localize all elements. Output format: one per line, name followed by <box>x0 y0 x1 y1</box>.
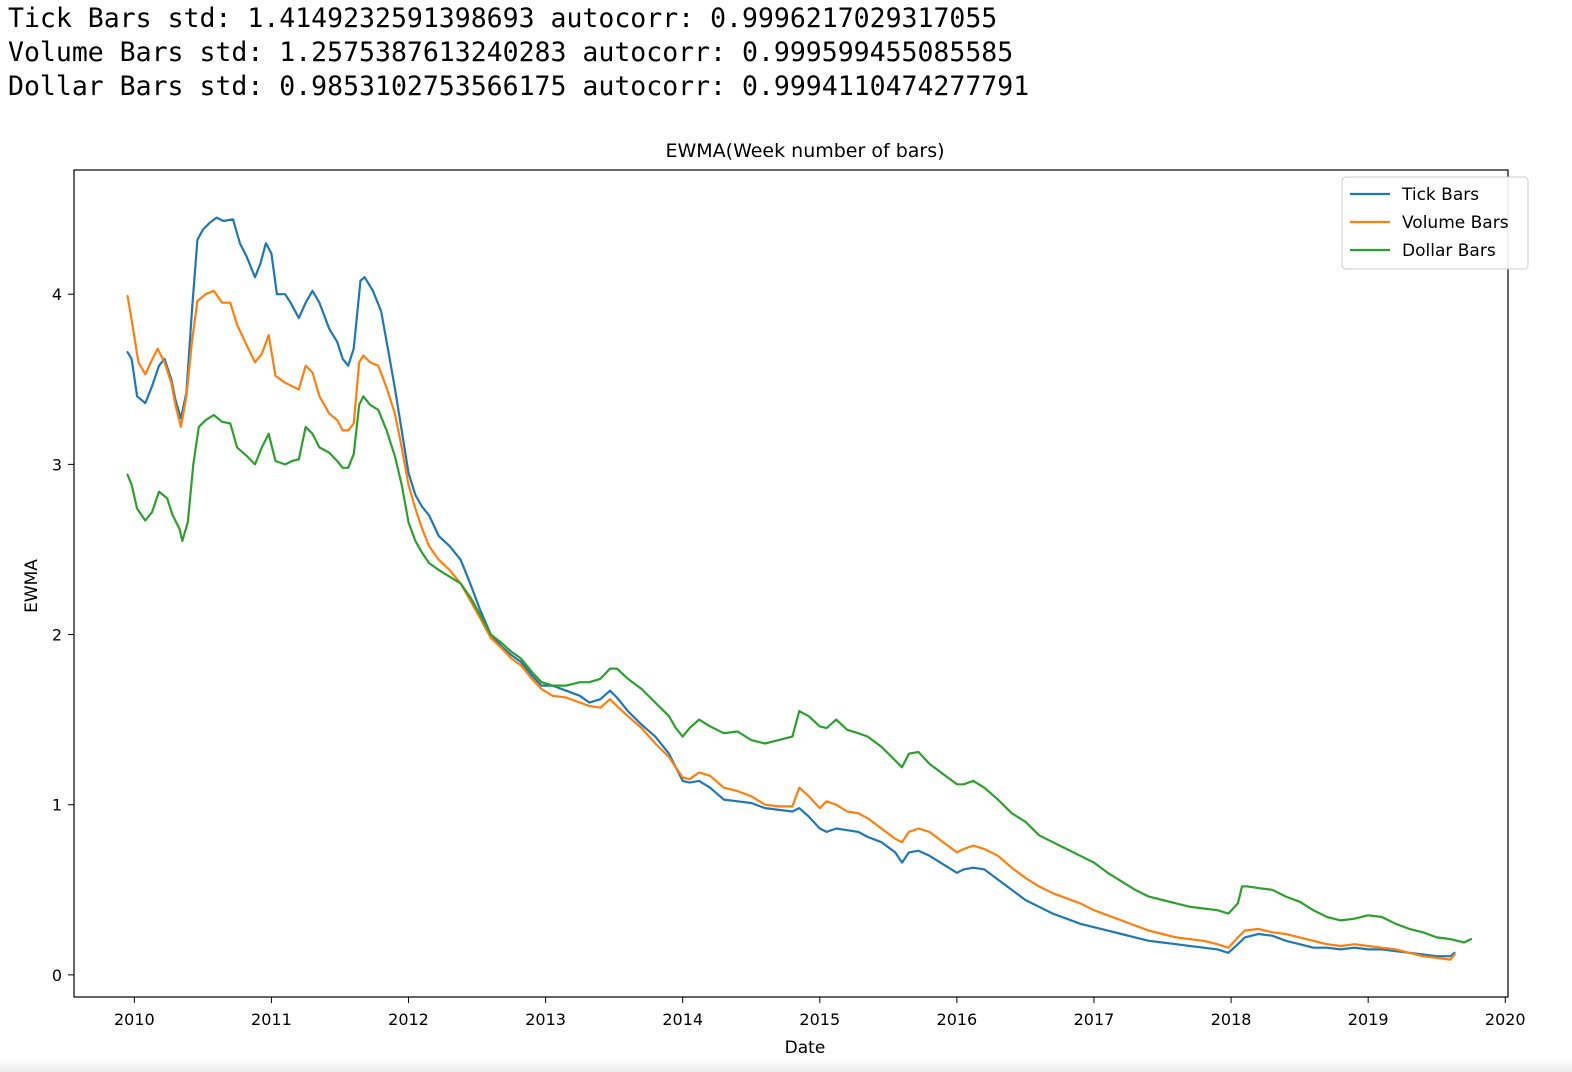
x-axis-label: Date <box>785 1038 826 1058</box>
autocorr-value: 0.9994110474277791 <box>741 71 1030 102</box>
stats-name: Tick Bars <box>8 3 152 34</box>
std-label: std: <box>167 3 232 34</box>
x-axis: 2010 2011 2012 2013 2014 2015 2016 2017 2018 2019… <box>114 997 1526 1029</box>
stats-line-dollar: Dollar Bars std: 0.9853102753566175 auto… <box>8 70 1029 104</box>
legend-label: Tick Bars <box>1401 185 1479 205</box>
autocorr-value: 0.999599455085585 <box>741 37 1014 68</box>
x-tick-label: 2015 <box>799 1010 840 1029</box>
std-value: 1.2575387613240283 <box>279 37 567 68</box>
autocorr-value: 0.9996217029317055 <box>710 3 998 34</box>
plot-frame <box>73 169 1509 998</box>
y-tick-label: 3 <box>52 455 62 474</box>
legend-label: Dollar Bars <box>1402 241 1496 261</box>
legend: Tick Bars Volume Bars Dollar Bars <box>1341 176 1529 270</box>
series-line-volume-bars <box>126 289 1456 961</box>
y-axis: 0 1 2 3 4 <box>52 285 74 985</box>
x-tick-label: 2016 <box>937 1010 978 1029</box>
x-tick-label: 2012 <box>388 1010 429 1029</box>
std-value: 1.4149232591398693 <box>247 3 535 34</box>
stats-line-tick: Tick Bars std: 1.4149232591398693 autoco… <box>8 2 1029 36</box>
x-tick-label: 2019 <box>1348 1010 1389 1029</box>
chart-title: EWMA(Week number of bars) <box>665 140 944 162</box>
stats-name: Dollar Bars <box>8 71 184 102</box>
std-label: std: <box>199 37 264 68</box>
std-value: 0.9853102753566175 <box>279 71 567 102</box>
x-tick-label: 2020 <box>1485 1010 1526 1029</box>
y-tick-label: 2 <box>52 626 62 645</box>
y-tick-label: 4 <box>52 285 62 304</box>
x-tick-label: 2010 <box>114 1010 155 1029</box>
std-label: std: <box>199 71 264 102</box>
autocorr-label: autocorr: <box>582 71 727 102</box>
autocorr-label: autocorr: <box>550 3 695 34</box>
plot-area <box>73 169 1509 998</box>
x-tick-label: 2017 <box>1074 1010 1115 1029</box>
bottom-strip <box>0 1058 1572 1072</box>
x-tick-label: 2014 <box>662 1010 703 1029</box>
y-tick-label: 1 <box>52 796 62 815</box>
legend-box <box>1341 176 1529 270</box>
autocorr-label: autocorr: <box>582 37 727 68</box>
stats-name: Volume Bars <box>8 37 184 68</box>
y-tick-label: 0 <box>52 966 62 985</box>
x-tick-label: 2018 <box>1211 1010 1252 1029</box>
series-line-tick-bars <box>126 216 1456 958</box>
stats-line-volume: Volume Bars std: 1.2575387613240283 auto… <box>8 36 1029 70</box>
x-tick-label: 2011 <box>251 1010 292 1029</box>
y-axis-label: EWMA <box>22 559 42 613</box>
series-line-dollar-bars <box>126 395 1473 944</box>
x-tick-label: 2013 <box>525 1010 566 1029</box>
stats-output: Tick Bars std: 1.4149232591398693 autoco… <box>8 2 1029 104</box>
legend-label: Volume Bars <box>1402 213 1509 233</box>
